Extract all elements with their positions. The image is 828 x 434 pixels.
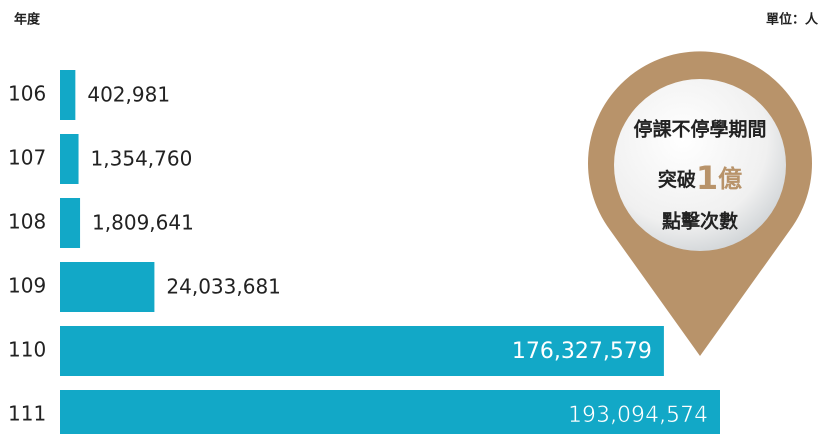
value-label: 1,354,760 (91, 147, 193, 171)
value-label: 24,033,681 (166, 275, 281, 299)
value-label: 176,327,579 (512, 339, 652, 364)
axis-title: 年度 (14, 12, 41, 28)
pin-line2b: 1 (696, 159, 718, 197)
bar (60, 262, 155, 312)
pin-line2c: 億 (718, 165, 742, 193)
bar (60, 198, 81, 248)
bar (60, 70, 76, 120)
pin-line3: 點擊次數 (661, 210, 738, 233)
pin-line2a: 突破 (658, 168, 696, 191)
category-label: 110 (8, 338, 46, 362)
annotation-pin: 停課不停學期間 突破1億 點擊次數 (587, 51, 812, 356)
value-label: 402,981 (87, 83, 170, 107)
category-label: 106 (8, 82, 46, 106)
category-label: 109 (8, 274, 46, 298)
bar (60, 134, 79, 184)
pin-inner (614, 79, 786, 251)
category-label: 111 (8, 402, 46, 426)
bar (60, 390, 720, 434)
pin-line2: 突破1億 (658, 159, 742, 197)
value-label: 193,094,574 (568, 403, 708, 428)
bar (60, 326, 664, 376)
unit-label: 單位：人 (766, 12, 819, 28)
pin-line1: 停課不停學期間 (633, 118, 766, 141)
value-label: 1,809,641 (92, 211, 194, 235)
category-label: 108 (8, 210, 46, 234)
category-label: 107 (8, 146, 46, 170)
